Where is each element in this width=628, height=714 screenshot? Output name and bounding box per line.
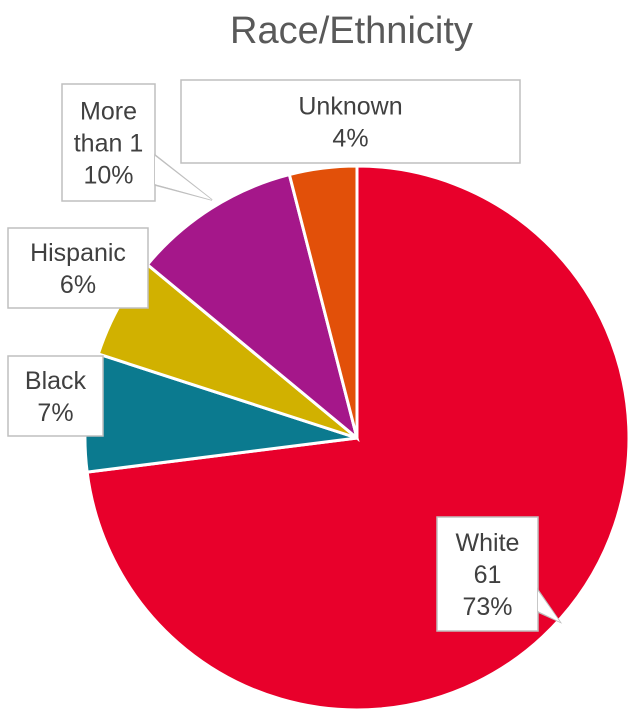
data-label-hispanic: Hispanic 6% bbox=[7, 227, 149, 309]
chart-title: Race/Ethnicity bbox=[230, 10, 473, 52]
data-label-label: Unknown bbox=[298, 92, 402, 120]
data-label-black: Black 7% bbox=[7, 355, 104, 437]
pie-slice-unknown bbox=[287, 164, 359, 439]
data-label-percent: 10% bbox=[83, 161, 133, 189]
data-label-percent: 4% bbox=[332, 124, 368, 152]
data-label-label: Black bbox=[25, 367, 87, 395]
data-label-label: More bbox=[80, 97, 137, 125]
data-label-unknown: Unknown 4% bbox=[180, 79, 521, 164]
data-label-percent: 6% bbox=[60, 271, 96, 299]
data-label-box bbox=[180, 79, 521, 164]
data-label-more-than-1: More than 1 10% bbox=[61, 83, 213, 202]
data-label-percent: 73% bbox=[462, 593, 512, 621]
data-label-white: White 61 73% bbox=[436, 516, 563, 632]
data-label-percent: 7% bbox=[37, 399, 73, 427]
data-label-label: than 1 bbox=[74, 129, 144, 157]
data-label-box bbox=[7, 227, 149, 309]
callout-pointer-fill bbox=[155, 156, 212, 200]
callout-pointer-fill bbox=[538, 591, 560, 622]
data-label-box bbox=[436, 516, 539, 632]
data-label-label: Hispanic bbox=[30, 239, 126, 267]
data-label-value: 61 bbox=[474, 561, 502, 589]
data-label-label: White bbox=[456, 529, 520, 557]
data-label-box bbox=[7, 355, 104, 437]
pie-slice-more-than-1 bbox=[145, 172, 360, 443]
data-label-box bbox=[61, 83, 156, 202]
